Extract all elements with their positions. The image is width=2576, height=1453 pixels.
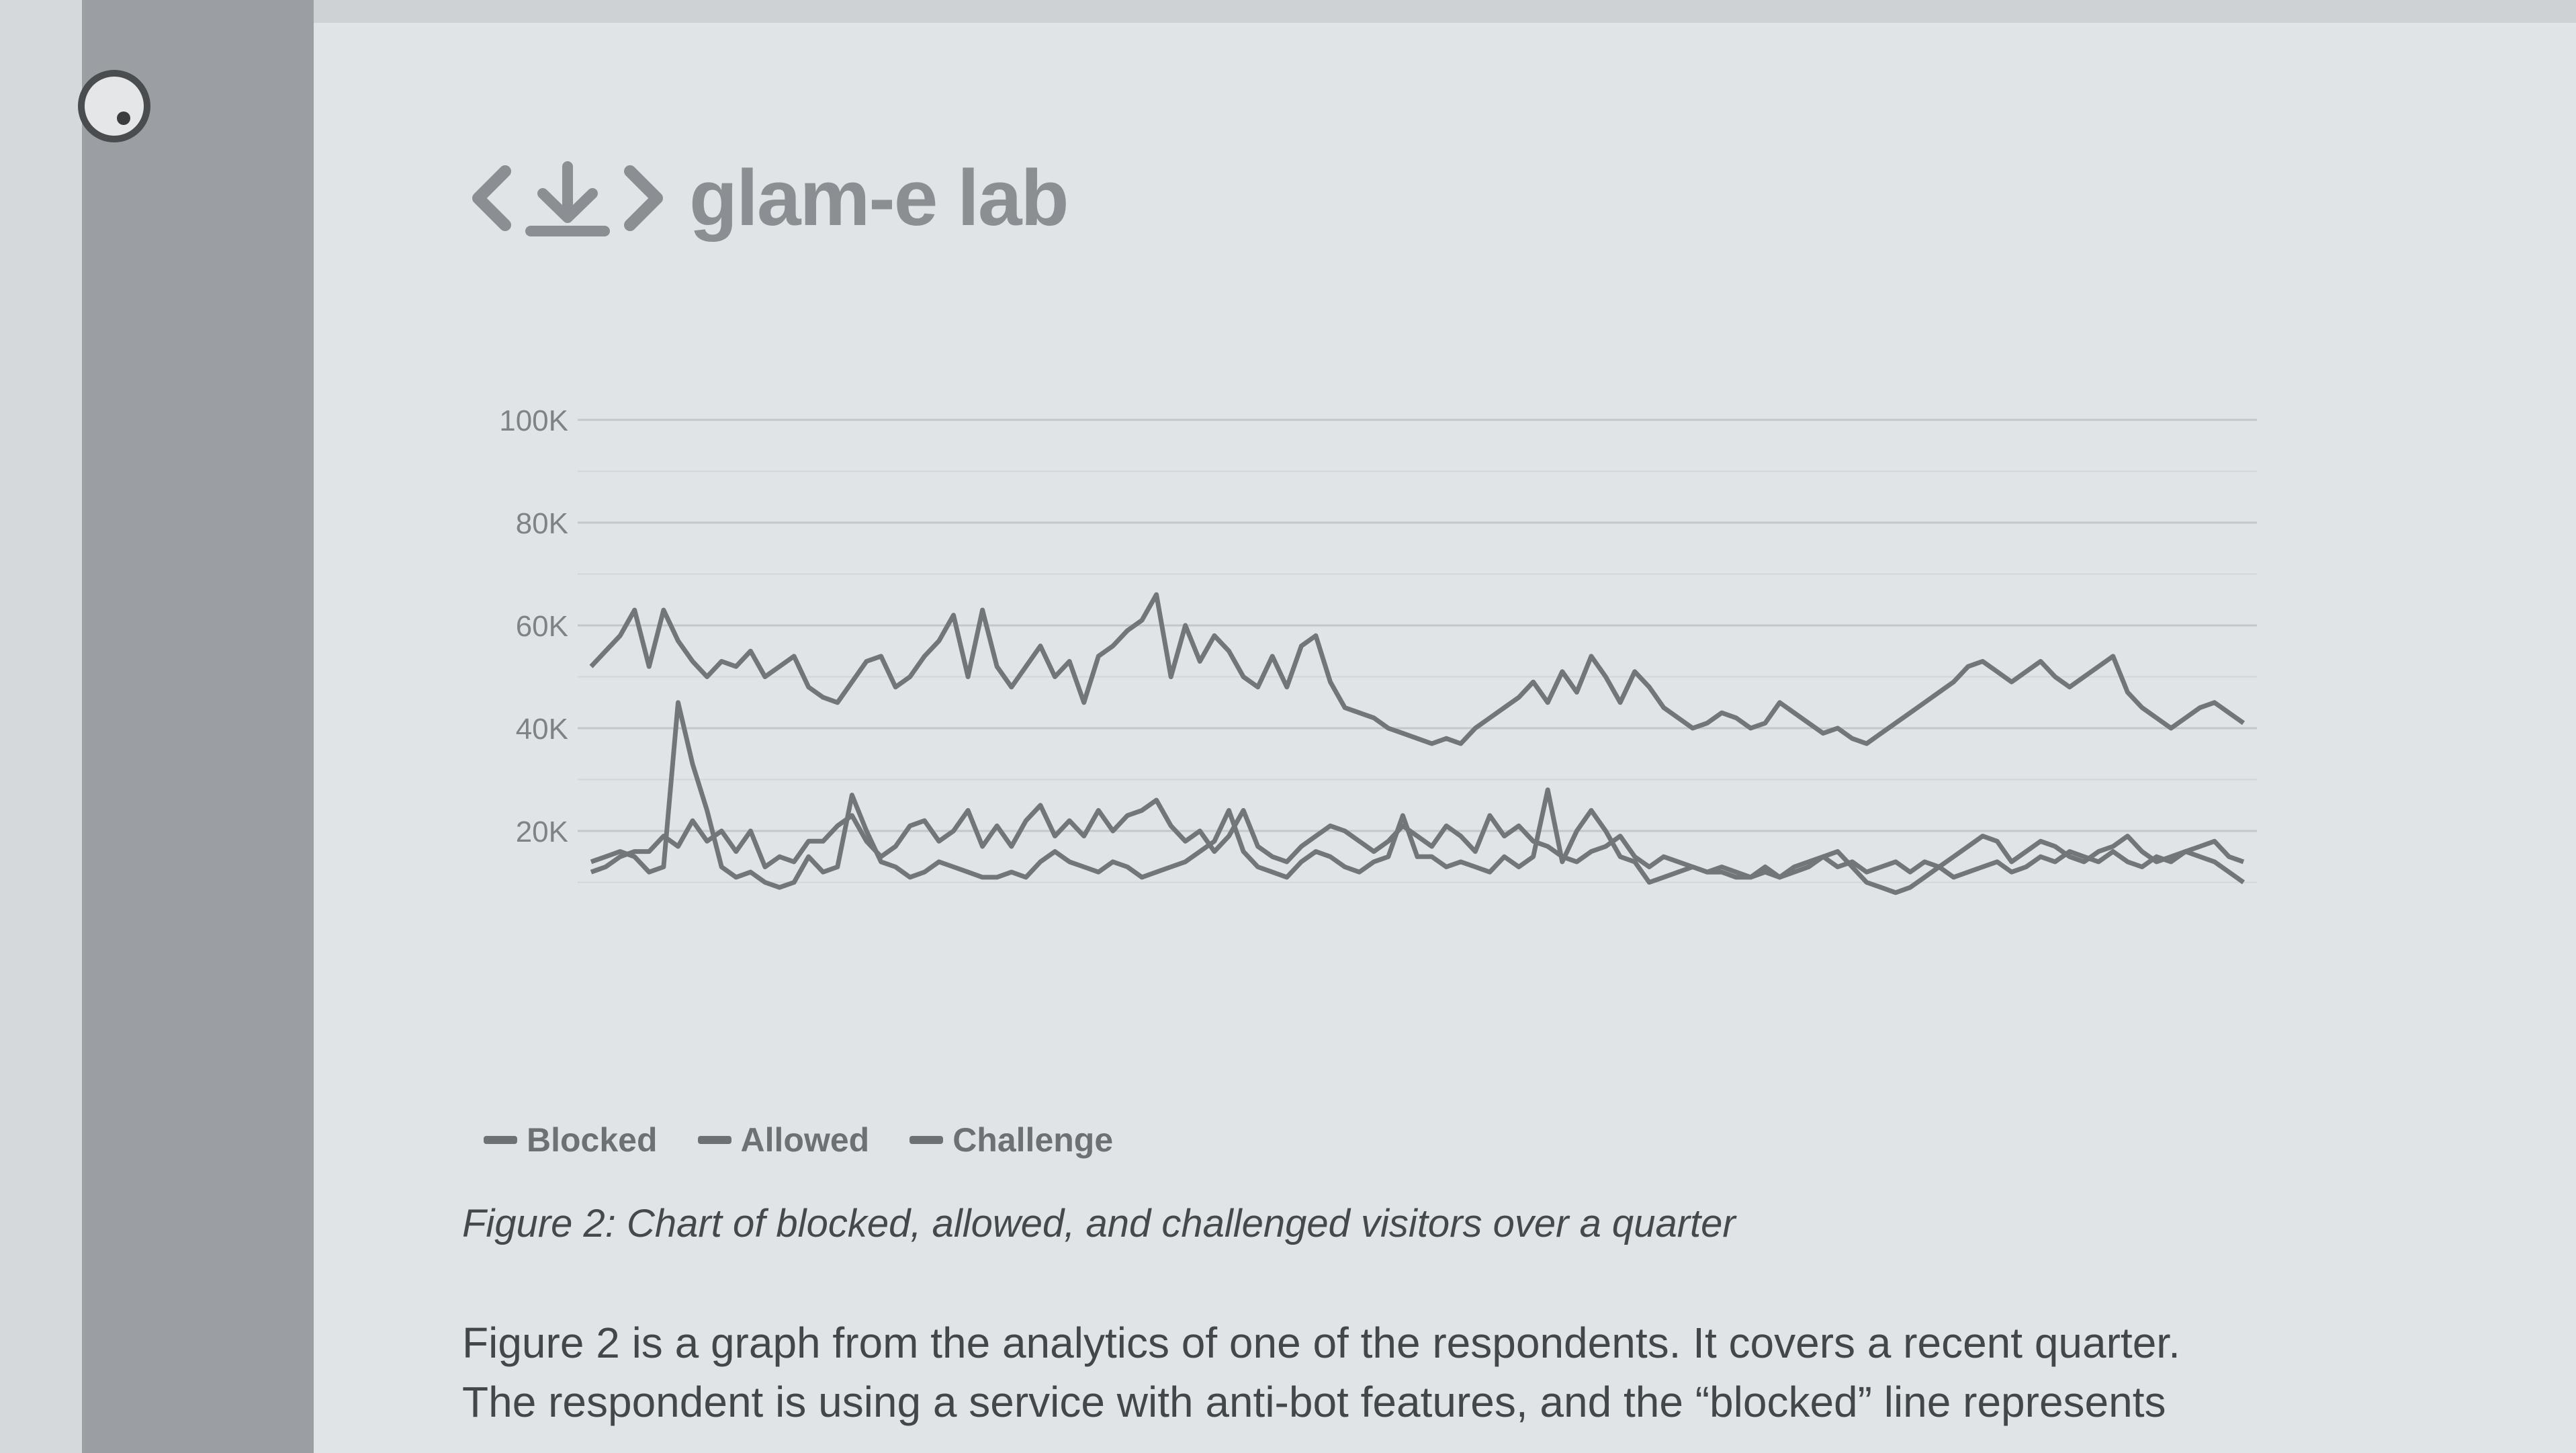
y-tick-label: 60K bbox=[516, 610, 568, 643]
figure-caption: Figure 2: Chart of blocked, allowed, and… bbox=[462, 1202, 1736, 1245]
body-text: Figure 2 is a graph from the analytics o… bbox=[462, 1313, 2316, 1432]
left-frame bbox=[0, 0, 84, 1453]
series-line-challenge bbox=[590, 797, 2245, 880]
menu-dot bbox=[117, 112, 130, 125]
y-tick-label: 20K bbox=[516, 816, 568, 848]
legend-swatch bbox=[697, 1136, 731, 1144]
y-tick-label: 80K bbox=[516, 507, 568, 540]
legend-label: Allowed bbox=[740, 1121, 870, 1159]
chart-grid bbox=[578, 419, 2257, 883]
y-tick-label: 40K bbox=[516, 713, 568, 746]
legend-swatch bbox=[909, 1136, 944, 1144]
chart-lines bbox=[589, 592, 2246, 895]
menu-dot-icon[interactable] bbox=[78, 70, 150, 142]
sidebar bbox=[82, 0, 314, 1453]
legend-label: Challenge bbox=[952, 1121, 1114, 1159]
y-axis: 100K 80K 60K 40K 20K bbox=[499, 404, 568, 848]
body-line: Figure 2 is a graph from the analytics o… bbox=[462, 1319, 2180, 1367]
legend-item-allowed: Allowed bbox=[697, 1120, 870, 1159]
y-tick-label: 100K bbox=[499, 404, 568, 437]
brand-header[interactable]: glam-e lab bbox=[463, 148, 1069, 249]
legend-swatch bbox=[484, 1136, 517, 1144]
brand-name: glam-e lab bbox=[689, 154, 1069, 243]
legend-item-blocked: Blocked bbox=[484, 1120, 658, 1159]
legend-label: Blocked bbox=[527, 1121, 658, 1159]
chart-legend: Blocked Allowed Challenge bbox=[484, 1120, 1113, 1159]
body-line: The respondent is using a service with a… bbox=[462, 1378, 2166, 1426]
code-download-icon bbox=[472, 161, 663, 236]
series-line-blocked bbox=[589, 592, 2246, 746]
legend-item-challenge: Challenge bbox=[909, 1120, 1113, 1159]
series-line-allowed bbox=[590, 700, 2246, 895]
top-edge bbox=[0, 0, 2576, 26]
line-chart: 100K 80K 60K 40K 20K bbox=[499, 404, 2257, 895]
